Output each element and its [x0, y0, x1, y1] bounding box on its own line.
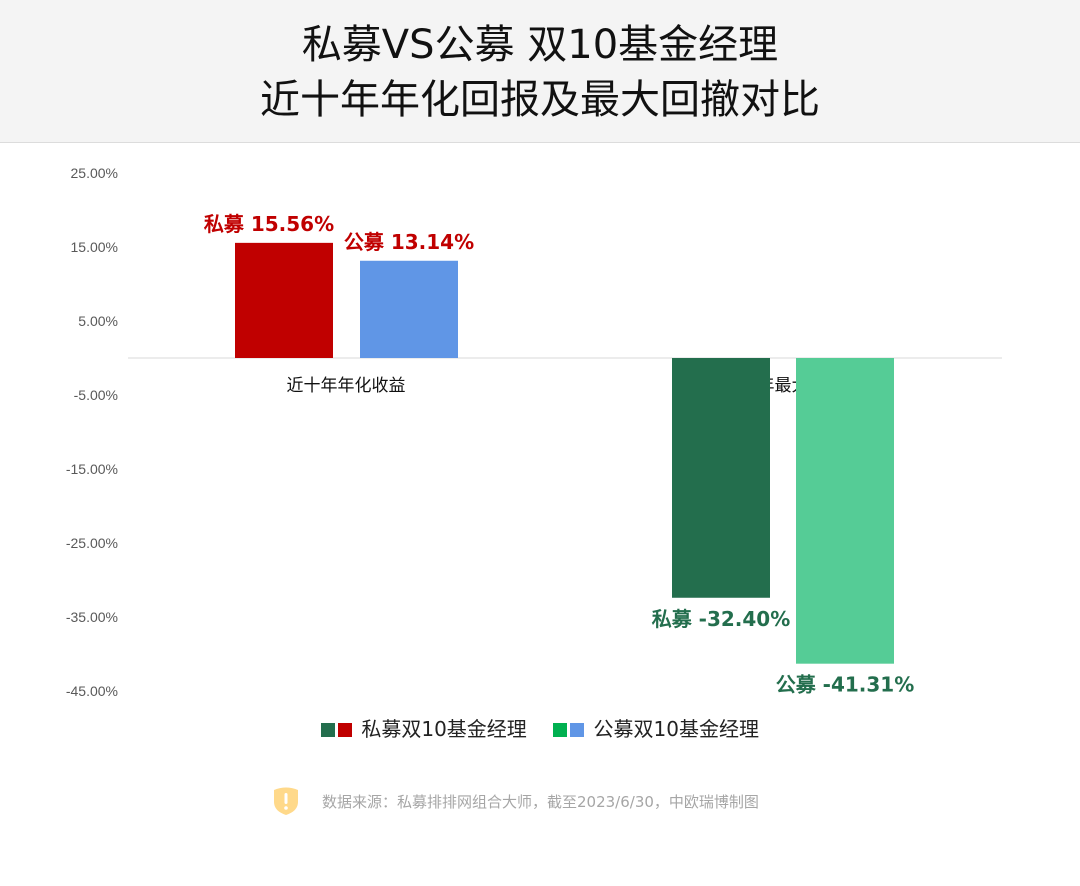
title-line-2: 近十年年化回报及最大回撤对比	[260, 77, 820, 123]
warning-shield-icon	[274, 787, 298, 815]
legend-item-public: 公募双10基金经理	[553, 713, 759, 742]
legend-swatch	[570, 723, 585, 737]
chart-title: 私募VS公募 双10基金经理 近十年年化回报及最大回撤对比	[0, 0, 1080, 143]
y-tick-label: -35.00%	[66, 609, 118, 625]
y-tick-label: 15.00%	[71, 239, 118, 255]
legend-swatch	[338, 723, 352, 737]
legend: 私募双10基金经理 公募双10基金经理	[0, 713, 1080, 742]
bar	[796, 358, 894, 664]
title-line-1: 私募VS公募 双10基金经理	[301, 22, 779, 68]
legend-swatch	[321, 723, 335, 737]
y-tick-label: -5.00%	[74, 387, 118, 403]
legend-label: 公募双10基金经理	[593, 717, 759, 741]
y-tick-label: -45.00%	[66, 683, 118, 699]
y-tick-label: -25.00%	[66, 535, 118, 551]
bar	[235, 242, 333, 358]
data-label: 私募 15.56%	[204, 212, 334, 236]
data-label: 公募 -41.31%	[776, 673, 915, 697]
source-note: 数据来源：私募排排网组合大师，截至2023/6/30，中欧瑞博制图	[272, 786, 759, 816]
legend-label: 私募双10基金经理	[361, 717, 527, 741]
data-label: 公募 13.14%	[344, 230, 474, 254]
source-text: 数据来源：私募排排网组合大师，截至2023/6/30，中欧瑞博制图	[322, 792, 759, 811]
y-tick-label: -15.00%	[66, 461, 118, 477]
legend-item-private: 私募双10基金经理	[321, 713, 527, 742]
category-label: 近十年年化收益	[287, 376, 406, 396]
bar	[360, 260, 458, 358]
y-tick-label: 25.00%	[71, 165, 118, 181]
legend-swatch	[553, 723, 568, 737]
bar	[672, 358, 770, 598]
data-label: 私募 -32.40%	[652, 607, 791, 631]
y-tick-label: 5.00%	[78, 313, 118, 329]
